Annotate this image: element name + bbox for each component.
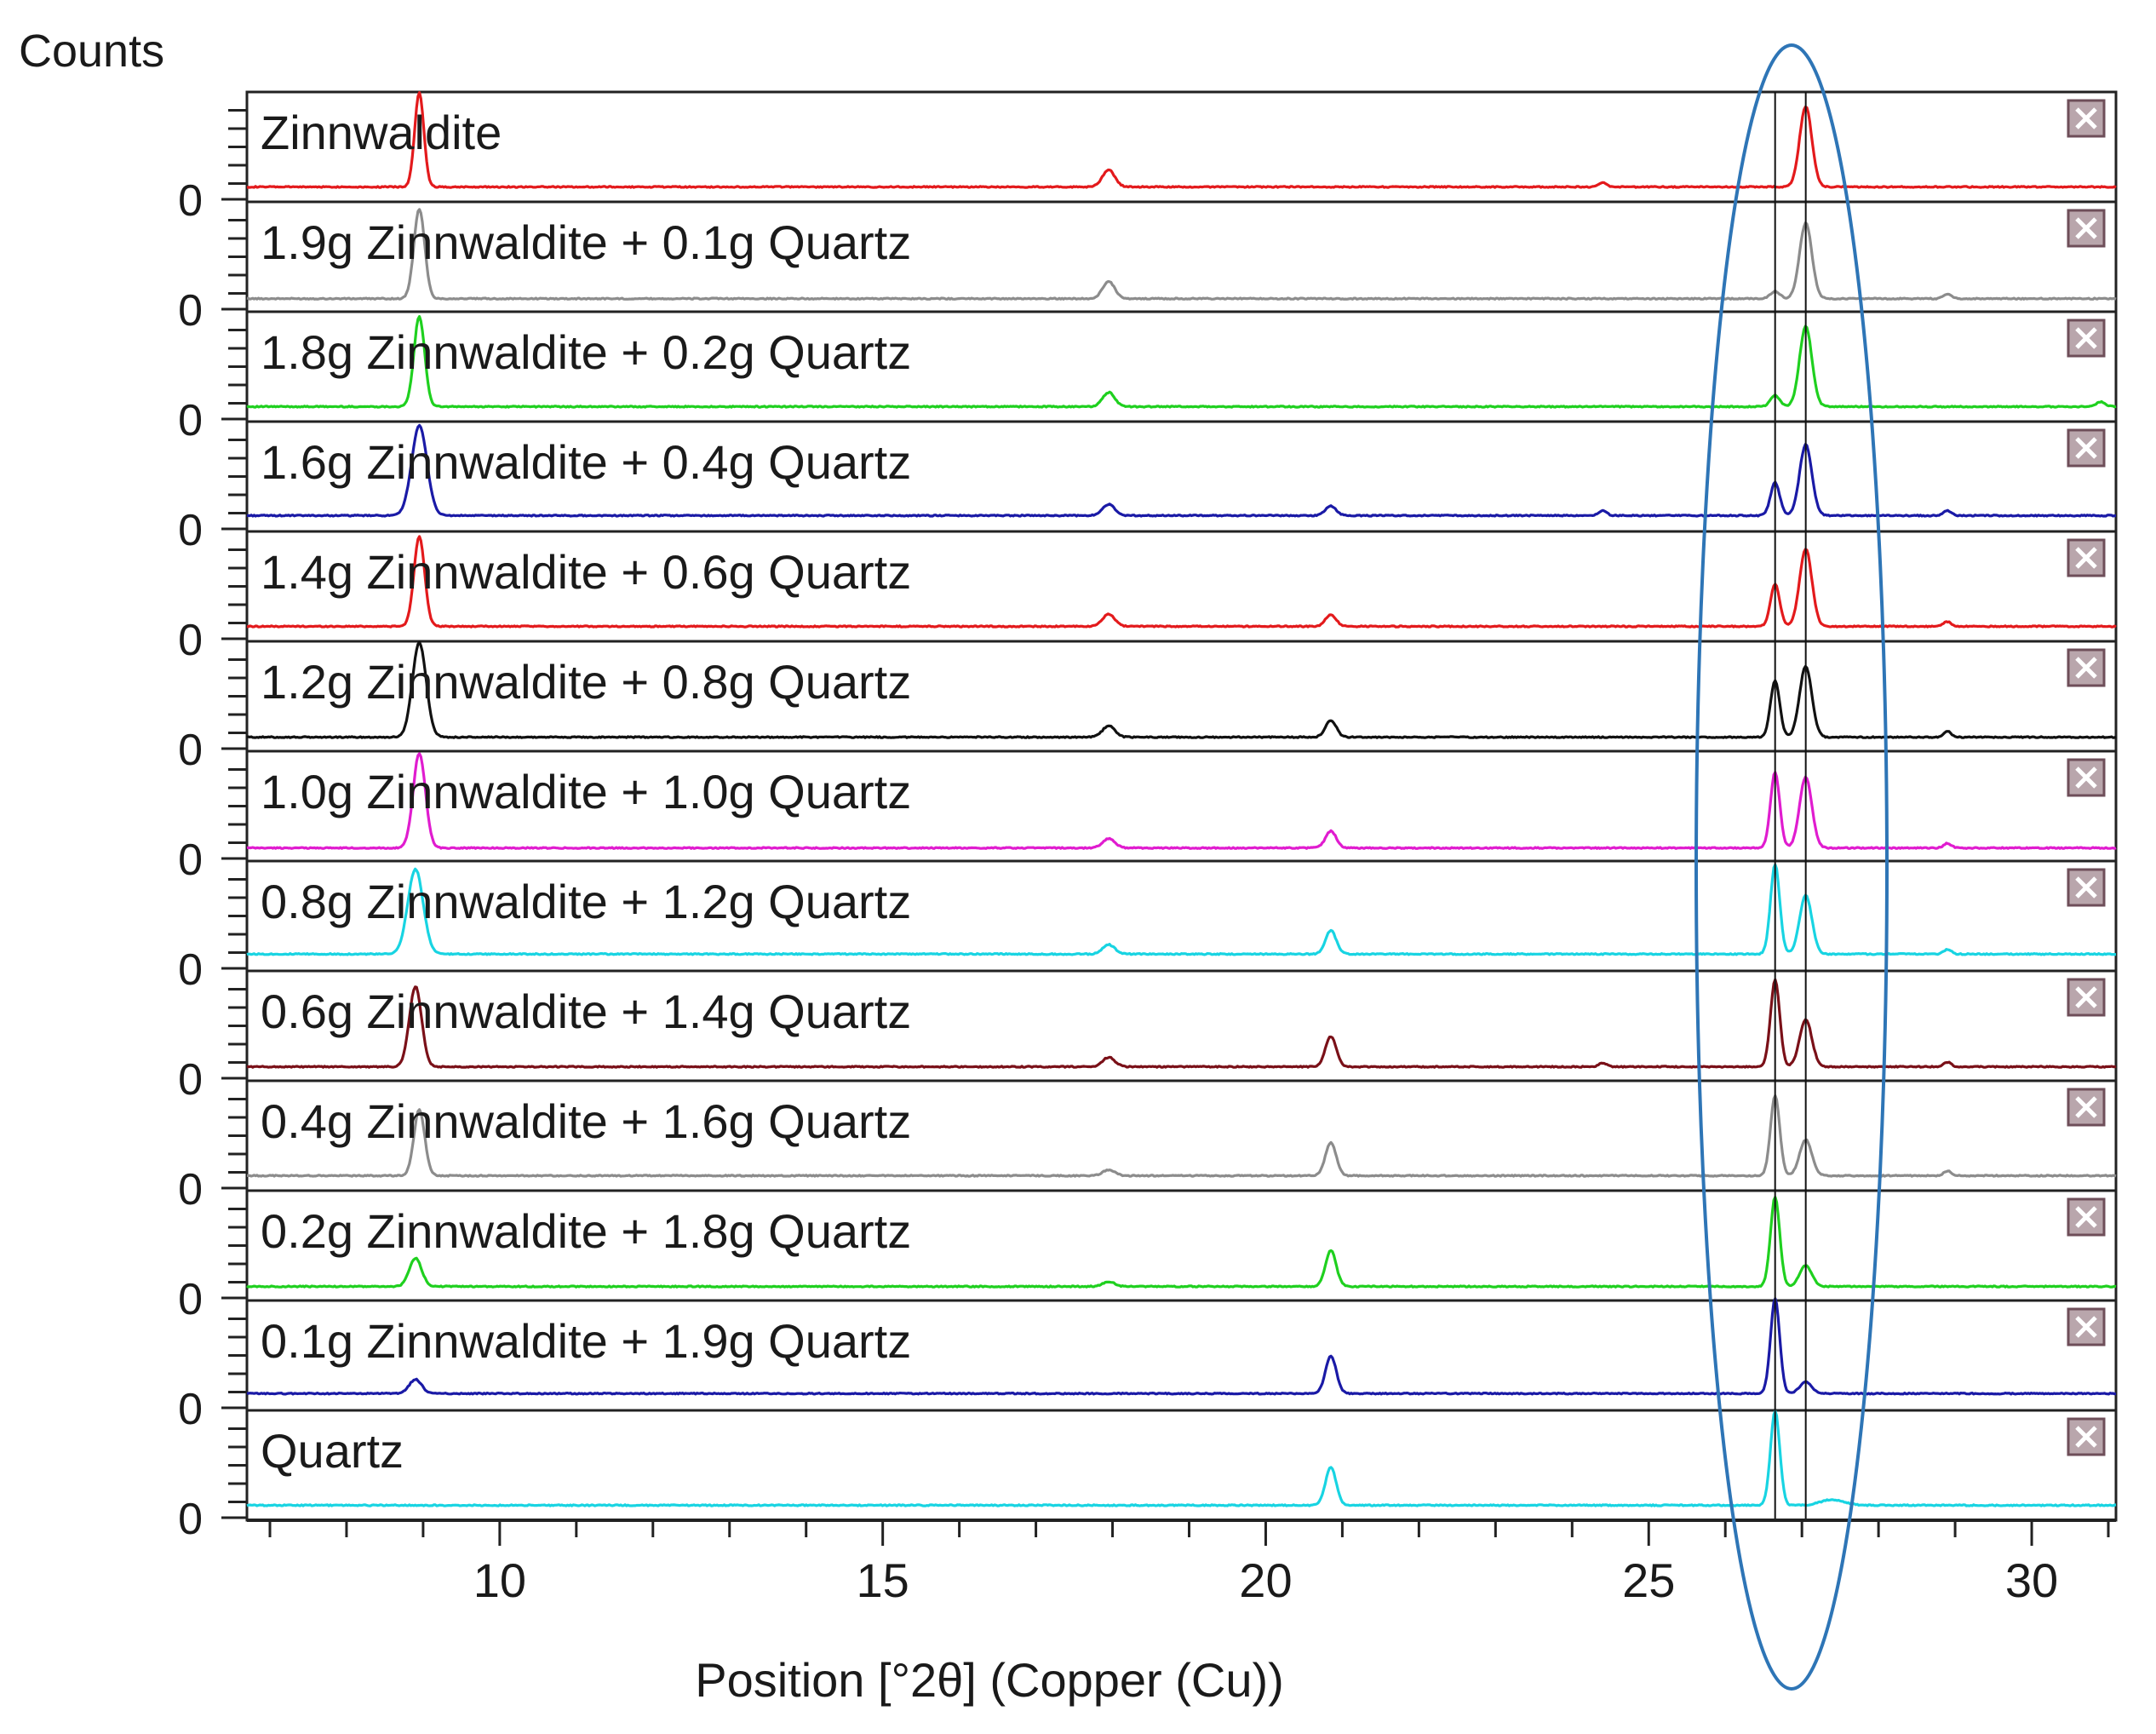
- pattern-panel: 0 1.6g Zinnwaldite + 0.4g Quartz: [178, 420, 2118, 555]
- pattern-panel: 0 1.2g Zinnwaldite + 0.8g Quartz: [178, 640, 2118, 775]
- series-label: 0.4g Zinnwaldite + 1.6g Quartz: [261, 1094, 911, 1148]
- series-line: [246, 208, 2117, 301]
- series-line: [246, 863, 2117, 956]
- close-box-icon[interactable]: [2067, 538, 2106, 577]
- close-box-icon[interactable]: [2067, 1088, 2106, 1127]
- series-label: 1.0g Zinnwaldite + 1.0g Quartz: [261, 765, 911, 818]
- y-tick-label: 0: [178, 835, 203, 885]
- close-box-icon[interactable]: [2067, 868, 2106, 907]
- y-axis-label: Counts: [19, 26, 164, 77]
- close-box-icon[interactable]: [2067, 1417, 2106, 1456]
- series-line: [246, 1196, 2117, 1289]
- y-tick-label: 0: [178, 1275, 203, 1324]
- close-box-icon[interactable]: [2067, 209, 2106, 248]
- pattern-panel: 0 0.4g Zinnwaldite + 1.6g Quartz: [178, 1079, 2118, 1214]
- series-label: 1.8g Zinnwaldite + 0.2g Quartz: [261, 325, 911, 379]
- y-tick-label: 0: [178, 1055, 203, 1105]
- series-label: 0.2g Zinnwaldite + 1.8g Quartz: [261, 1204, 911, 1258]
- close-box-icon[interactable]: [2067, 99, 2106, 138]
- pattern-panel: 0 1.0g Zinnwaldite + 1.0g Quartz: [178, 749, 2118, 885]
- series-label: Quartz: [261, 1424, 404, 1478]
- x-tick-label: 25: [1622, 1553, 1675, 1607]
- series-line: [246, 91, 2117, 189]
- y-tick-label: 0: [178, 396, 203, 445]
- series-line: [247, 1094, 2117, 1178]
- close-box-icon[interactable]: [2067, 1307, 2106, 1346]
- close-box-icon[interactable]: [2067, 758, 2106, 797]
- y-tick-label: 0: [178, 286, 203, 336]
- highlight-ellipse: [1694, 43, 1889, 1691]
- y-tick-label: 0: [178, 1385, 203, 1434]
- y-tick-label: 0: [178, 1495, 203, 1544]
- series-label: 0.6g Zinnwaldite + 1.4g Quartz: [261, 985, 911, 1038]
- series-label: 1.9g Zinnwaldite + 0.1g Quartz: [261, 215, 911, 269]
- series-label: 1.2g Zinnwaldite + 0.8g Quartz: [261, 655, 911, 709]
- series-line: [246, 315, 2117, 409]
- pattern-panel: 0 Zinnwaldite: [178, 90, 2118, 226]
- pattern-panel: 0 1.8g Zinnwaldite + 0.2g Quartz: [178, 310, 2118, 445]
- series-line: [246, 1297, 2117, 1396]
- series-line: [246, 752, 2117, 850]
- series-label: 0.1g Zinnwaldite + 1.9g Quartz: [261, 1314, 911, 1368]
- pattern-panel: 0 0.2g Zinnwaldite + 1.8g Quartz: [178, 1189, 2118, 1324]
- series-line: [246, 423, 2117, 518]
- pattern-panel: 0 0.8g Zinnwaldite + 1.2g Quartz: [178, 859, 2118, 995]
- close-box-icon[interactable]: [2067, 648, 2106, 687]
- x-tick-label: 10: [473, 1553, 526, 1607]
- pattern-panel: 0 1.9g Zinnwaldite + 0.1g Quartz: [178, 200, 2118, 336]
- y-tick-label: 0: [178, 1165, 203, 1214]
- series-line: [246, 1410, 2117, 1507]
- x-tick-label: 15: [857, 1553, 909, 1607]
- y-tick-label: 0: [178, 945, 203, 995]
- series-line: [246, 640, 2117, 739]
- x-axis-label: Position [°2θ] (Copper (Cu)): [695, 1653, 1284, 1707]
- y-tick-label: 0: [178, 506, 203, 555]
- close-box-icon[interactable]: [2067, 978, 2106, 1017]
- pattern-panel: 0 0.6g Zinnwaldite + 1.4g Quartz: [178, 969, 2118, 1105]
- close-box-icon[interactable]: [2067, 319, 2106, 358]
- series-label: 1.4g Zinnwaldite + 0.6g Quartz: [261, 545, 911, 599]
- pattern-panel: 0 1.4g Zinnwaldite + 0.6g Quartz: [178, 530, 2118, 665]
- pattern-panel: 0 0.1g Zinnwaldite + 1.9g Quartz: [178, 1297, 2118, 1434]
- x-tick-label: 20: [1239, 1553, 1292, 1607]
- y-tick-label: 0: [178, 616, 203, 665]
- close-box-icon[interactable]: [2067, 1197, 2106, 1237]
- series-label: 1.6g Zinnwaldite + 0.4g Quartz: [261, 435, 911, 489]
- close-box-icon[interactable]: [2067, 428, 2106, 468]
- series-label: Zinnwaldite: [261, 106, 502, 159]
- series-line: [246, 978, 2117, 1069]
- series-label: 0.8g Zinnwaldite + 1.2g Quartz: [261, 875, 911, 928]
- pattern-panel: 0 Quartz: [178, 1409, 2118, 1544]
- y-tick-label: 0: [178, 726, 203, 775]
- x-tick-label: 30: [2005, 1553, 2058, 1607]
- series-line: [246, 535, 2117, 629]
- y-tick-label: 0: [178, 176, 203, 226]
